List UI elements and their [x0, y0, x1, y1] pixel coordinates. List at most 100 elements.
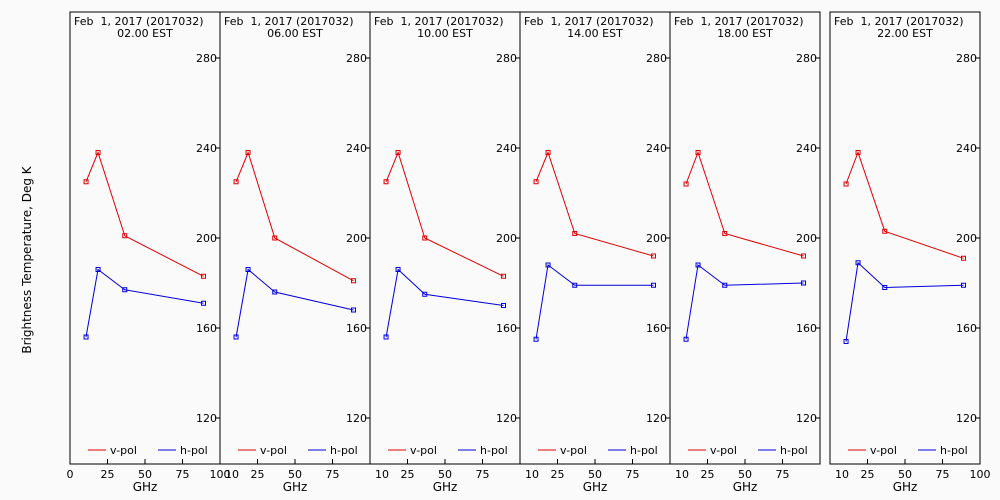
- y-tick-label: 280: [196, 52, 217, 65]
- panel-time: 06.00 EST: [267, 27, 323, 40]
- data-point: [651, 282, 656, 288]
- y-tick-label: 280: [346, 52, 367, 65]
- chart-panel-1: Feb 1, 2017 (2017032)02.00 EST 120 160 200 2…: [67, 11, 231, 494]
- data-point: [351, 278, 356, 284]
- y-tick-label: 280: [956, 52, 977, 65]
- y-tick-label: 240: [346, 142, 367, 155]
- panel-title: Feb 1, 2017 (2017032): [674, 15, 804, 28]
- y-tick-label: 120: [346, 412, 367, 425]
- data-point: [722, 282, 728, 288]
- series-line-v-pol: [685, 151, 804, 257]
- y-tick-label: 120: [956, 412, 977, 425]
- data-point: [843, 181, 849, 187]
- data-point: [501, 273, 506, 279]
- series-line-h-pol: [535, 264, 654, 340]
- y-tick-label: 120: [796, 412, 817, 425]
- x-tick-label: 25: [861, 468, 875, 481]
- y-tick-label: 200: [196, 232, 217, 245]
- x-axis-title: GHz: [733, 480, 758, 494]
- x-tick-label: 75: [936, 468, 950, 481]
- series-line-v-pol: [85, 151, 204, 277]
- y-tick-label: 240: [196, 142, 217, 155]
- x-tick-label: 50: [438, 468, 452, 481]
- legend-label: h-pol: [780, 444, 808, 457]
- data-point: [533, 336, 539, 342]
- data-point: [882, 285, 888, 290]
- y-tick-label: 120: [196, 412, 217, 425]
- x-tick-label: 50: [588, 468, 602, 481]
- data-point: [855, 150, 861, 155]
- x-tick-label: 10: [835, 468, 849, 481]
- y-tick-label: 200: [346, 232, 367, 245]
- panel-title: Feb 1, 2017 (2017032): [834, 15, 964, 28]
- data-point: [122, 287, 128, 293]
- data-point: [122, 233, 128, 239]
- y-tick-label: 280: [796, 52, 817, 65]
- data-point: [83, 334, 89, 340]
- x-tick-label: 75: [326, 468, 340, 481]
- y-tick-label: 160: [956, 322, 977, 335]
- series-line-v-pol: [535, 151, 654, 257]
- series-line-h-pol: [685, 264, 804, 340]
- y-tick-label: 160: [646, 322, 667, 335]
- data-point: [545, 150, 551, 155]
- data-point: [722, 231, 728, 236]
- x-tick-label: 100: [970, 468, 991, 481]
- y-tick-label: 120: [646, 412, 667, 425]
- series-line-h-pol: [85, 268, 204, 338]
- x-tick-label: 25: [701, 468, 715, 481]
- y-tick-label: 280: [496, 52, 517, 65]
- panel-title: Feb 1, 2017 (2017032): [374, 15, 504, 28]
- data-point: [383, 179, 389, 185]
- data-point: [695, 262, 701, 268]
- y-tick-label: 200: [796, 232, 817, 245]
- data-point: [683, 336, 689, 342]
- data-point: [801, 280, 806, 286]
- legend-label: h-pol: [630, 444, 658, 457]
- data-point: [422, 235, 428, 241]
- data-point: [572, 282, 578, 288]
- series-line-h-pol: [845, 261, 964, 342]
- chart-panel-2: Feb 1, 2017 (2017032)06.00 EST 120 160 200 2…: [219, 11, 371, 494]
- panels: Feb 1, 2017 (2017032)02.00 EST1201602002…: [67, 11, 991, 494]
- legend-label: v-pol: [560, 444, 587, 457]
- data-point: [233, 334, 239, 340]
- data-point: [882, 228, 888, 234]
- x-axis-title: GHz: [893, 480, 918, 494]
- legend-label: h-pol: [330, 444, 358, 457]
- x-axis-title: GHz: [133, 480, 158, 494]
- y-tick-label: 240: [956, 142, 977, 155]
- data-point: [651, 253, 656, 259]
- data-point: [545, 262, 551, 268]
- x-tick-label: 75: [176, 468, 190, 481]
- y-axis-title: Brightness Temperature, Deg K: [20, 165, 34, 353]
- chart-panel-5: Feb 1, 2017 (2017032)18.00 EST 120 160 200 2…: [669, 11, 821, 494]
- legend-label: v-pol: [870, 444, 897, 457]
- data-point: [843, 339, 849, 344]
- legend-label: v-pol: [260, 444, 287, 457]
- y-tick-label: 160: [796, 322, 817, 335]
- legend-label: v-pol: [410, 444, 437, 457]
- y-tick-label: 280: [646, 52, 667, 65]
- data-point: [533, 179, 539, 185]
- y-tick-label: 160: [346, 322, 367, 335]
- x-axis-title: GHz: [283, 480, 308, 494]
- x-tick-label: 50: [288, 468, 302, 481]
- panel-time: 02.00 EST: [117, 27, 173, 40]
- x-tick-label: 75: [776, 468, 790, 481]
- y-tick-label: 120: [496, 412, 517, 425]
- panel-title: Feb 1, 2017 (2017032): [74, 15, 204, 28]
- data-point: [272, 235, 278, 241]
- chart-panel-6: Feb 1, 2017 (2017032)22.00 EST 120 160 200 2…: [829, 11, 991, 494]
- data-point: [572, 231, 578, 236]
- series-line-v-pol: [385, 151, 504, 277]
- series-line-h-pol: [235, 268, 354, 338]
- x-tick-label: 25: [551, 468, 565, 481]
- panel-time: 14.00 EST: [567, 27, 623, 40]
- y-tick-label: 240: [496, 142, 517, 155]
- y-tick-label: 160: [196, 322, 217, 335]
- data-point: [83, 179, 89, 185]
- panel-time: 18.00 EST: [717, 27, 773, 40]
- legend-label: v-pol: [110, 444, 137, 457]
